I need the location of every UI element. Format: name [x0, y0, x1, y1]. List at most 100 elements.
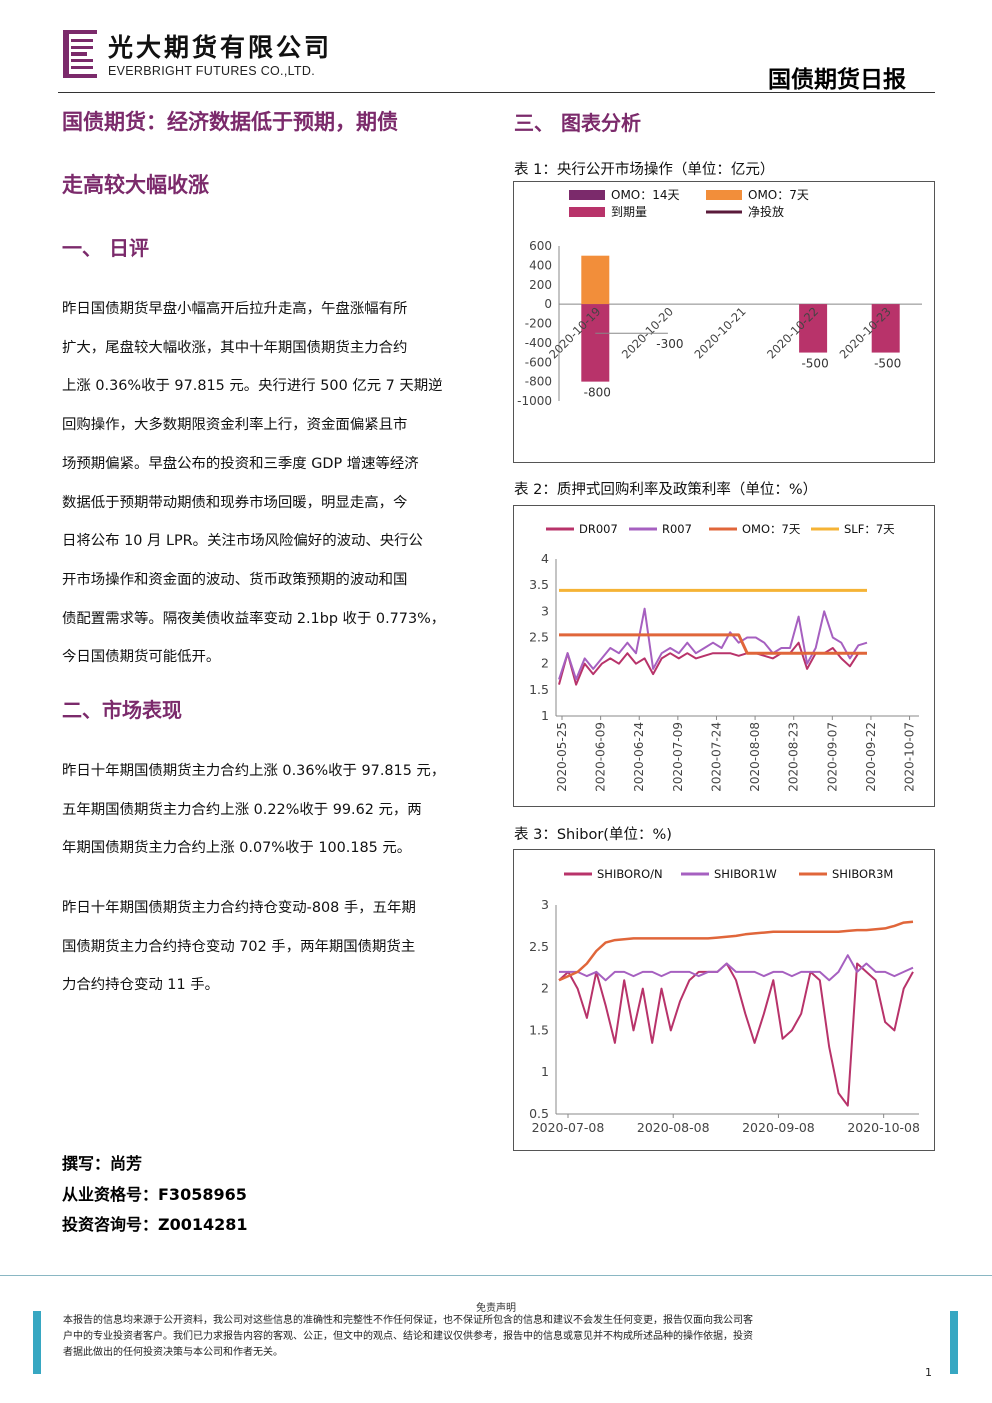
author-qualification: 从业资格号：F3058965: [62, 1185, 247, 1204]
section1-line: 上涨 0.36%收于 97.815 元。央行进行 500 亿元 7 天期逆: [62, 378, 443, 395]
section1-heading: 一、 日评: [62, 236, 149, 260]
section1-line: 扩大，尾盘较大幅收涨，其中十年期国债期货主力合约: [62, 339, 408, 356]
x-tick-label: 2020-08-23: [787, 722, 801, 792]
header-divider: [58, 92, 935, 93]
y-tick-label: 2: [541, 656, 549, 671]
section1-line: 昨日国债期货早盘小幅高开后拉升走高，午盘涨幅有所: [62, 301, 408, 317]
y-tick-label: -600: [525, 355, 552, 369]
section2-line: 国债期货主力合约持仓变动 702 手，两年期国债期货主: [62, 938, 416, 955]
x-tick-label: 2020-09-07: [825, 722, 839, 792]
series-line: [558, 641, 867, 686]
page-number: 1: [925, 1366, 932, 1379]
bar-maturity: [871, 304, 900, 353]
y-tick-label: 1: [541, 708, 549, 723]
y-tick-label: -1000: [517, 394, 552, 408]
y-tick-label: 200: [529, 278, 552, 292]
footer-right-bar: [950, 1311, 958, 1374]
legend-swatch: [569, 190, 605, 200]
section3-heading: 三、 图表分析: [514, 111, 641, 135]
y-tick-label: 600: [529, 239, 552, 253]
data-label: -500: [801, 357, 828, 371]
main-title-line1: 国债期货：经济数据低于预期，期债: [62, 110, 398, 134]
main-title-line2: 走高较大幅收涨: [62, 173, 209, 197]
x-tick-label: 2020-09-08: [742, 1120, 815, 1135]
data-label: -300: [656, 337, 683, 351]
y-tick-label: -800: [525, 375, 552, 389]
company-name-cn: 光大期货有限公司: [108, 33, 333, 62]
y-tick-label: 4: [541, 551, 549, 566]
section1-line: 今日国债期货可能低开。: [62, 649, 221, 666]
legend-label: SHIBOR3M: [832, 867, 893, 881]
section2-heading: 二、市场表现: [62, 698, 182, 722]
legend-swatch: [569, 207, 605, 217]
legend-label: SHIBOR1W: [714, 867, 777, 881]
main-title: 国债期货：经济数据低于预期，期债 走高较大幅收涨: [62, 104, 507, 203]
y-tick-label: -200: [525, 317, 552, 331]
x-tick-label: 2020-07-24: [709, 722, 723, 792]
y-tick-label: 3: [541, 603, 549, 618]
legend-label: OMO：7天: [742, 522, 801, 536]
series-line: [558, 607, 868, 681]
bar-omo7: [581, 255, 610, 305]
section2-para1: 昨日十年期国债期货主力合约上涨 0.36%收于 97.815 元， 五年期国债期…: [62, 752, 492, 868]
x-tick-label: 2020-07-09: [671, 722, 685, 792]
disclaimer-title: 免责声明: [476, 1303, 516, 1314]
disclaimer-line: 者据此做出的任何投资决策与本公司和作者无关。: [63, 1347, 283, 1358]
y-tick-label: 2.5: [529, 939, 549, 954]
section2-line: 力合约持仓变动 11 手。: [62, 977, 219, 994]
legend-label: SHIBORO/N: [597, 867, 663, 881]
bar-maturity: [799, 304, 828, 353]
section2-line: 五年期国债期货主力合约上涨 0.22%收于 99.62 元，两: [62, 801, 422, 818]
section1-line: 场预期偏紧。早盘公布的投资和三季度 GDP 增速等经济: [62, 455, 419, 472]
y-tick-label: -400: [525, 336, 552, 350]
disclaimer-line: 本报告的信息均来源于公开资料，我公司对这些信息的准确性和完整性不作任何保证，也不…: [63, 1315, 753, 1326]
x-tick-label: 2020-06-24: [632, 722, 646, 792]
section2-line: 昨日十年期国债期货主力合约上涨 0.36%收于 97.815 元，: [62, 763, 446, 779]
legend-label: OMO：7天: [748, 188, 809, 202]
report-title: 国债期货日报: [768, 67, 906, 93]
section1-line: 回购操作，大多数期限资金利率上行，资金面偏紧且市: [62, 417, 408, 434]
company-logo-icon: [63, 30, 97, 78]
section1-line: 日将公布 10 月 LPR。关注市场风险偏好的波动、央行公: [62, 533, 423, 550]
disclaimer-text: 本报告的信息均来源于公开资料，我公司对这些信息的准确性和完整性不作任何保证，也不…: [63, 1313, 933, 1361]
y-tick-label: 1: [541, 1064, 549, 1079]
legend-label: R007: [662, 522, 692, 536]
section2-line: 年期国债期货主力合约上涨 0.07%收于 100.185 元。: [62, 840, 412, 857]
chart2-caption: 表 2：质押式回购利率及政策利率（单位：%）: [514, 482, 818, 498]
data-label: -500: [874, 357, 901, 371]
x-tick-label: 2020-05-25: [555, 722, 569, 792]
x-tick-label: 2020-08-08: [637, 1120, 710, 1135]
section1-line: 数据低于预期带动期债和现券市场回暖，明显走高，今: [62, 494, 408, 511]
series-line: [558, 920, 914, 982]
section2-line: 昨日十年期国债期货主力合约持仓变动-808 手，五年期: [62, 900, 416, 916]
series-line: [558, 962, 914, 1107]
y-tick-label: 1.5: [529, 682, 549, 697]
author-writer: 撰写：尚芳: [62, 1154, 143, 1173]
legend-label: SLF：7天: [844, 522, 895, 536]
company-name-en: EVERBRIGHT FUTURES CO.,LTD.: [108, 64, 315, 78]
x-tick-label: 2020-06-09: [594, 722, 608, 792]
legend-label: OMO：14天: [611, 188, 680, 202]
x-tick-label: 2020-10-07: [903, 722, 917, 792]
section1-body: 昨日国债期货早盘小幅高开后拉升走高，午盘涨幅有所 扩大，尾盘较大幅收涨，其中十年…: [62, 290, 492, 677]
chart1-caption: 表 1：央行公开市场操作（单位：亿元）: [514, 162, 775, 178]
data-label: -800: [584, 386, 611, 400]
y-tick-label: 2: [541, 981, 549, 996]
footer-divider: [0, 1275, 992, 1276]
legend-label: 到期量: [611, 205, 647, 219]
y-tick-label: 2.5: [529, 630, 549, 645]
y-tick-label: 0.5: [529, 1106, 549, 1121]
legend-swatch: [706, 190, 742, 200]
chart3-caption: 表 3：Shibor(单位：%): [514, 827, 672, 843]
disclaimer-line: 户中的专业投资者客户。我们已力求报告内容的客观、公正，但文中的观点、结论和建议仅…: [63, 1331, 753, 1342]
x-tick-label: 2020-08-08: [748, 722, 762, 792]
series-line: [559, 954, 914, 982]
y-tick-label: 1.5: [529, 1022, 549, 1037]
section1-line: 债配置需求等。隔夜美债收益率变动 2.1bp 收于 0.773%，: [62, 610, 446, 627]
x-tick-label: 2020-09-22: [864, 722, 878, 792]
footer-left-bar: [33, 1311, 41, 1374]
author-consult: 投资咨询号：Z0014281: [62, 1215, 248, 1234]
section1-line: 开市场操作和资金面的波动、货币政策预期的波动和国: [62, 571, 408, 588]
x-tick-label: 2020-10-08: [847, 1120, 920, 1135]
